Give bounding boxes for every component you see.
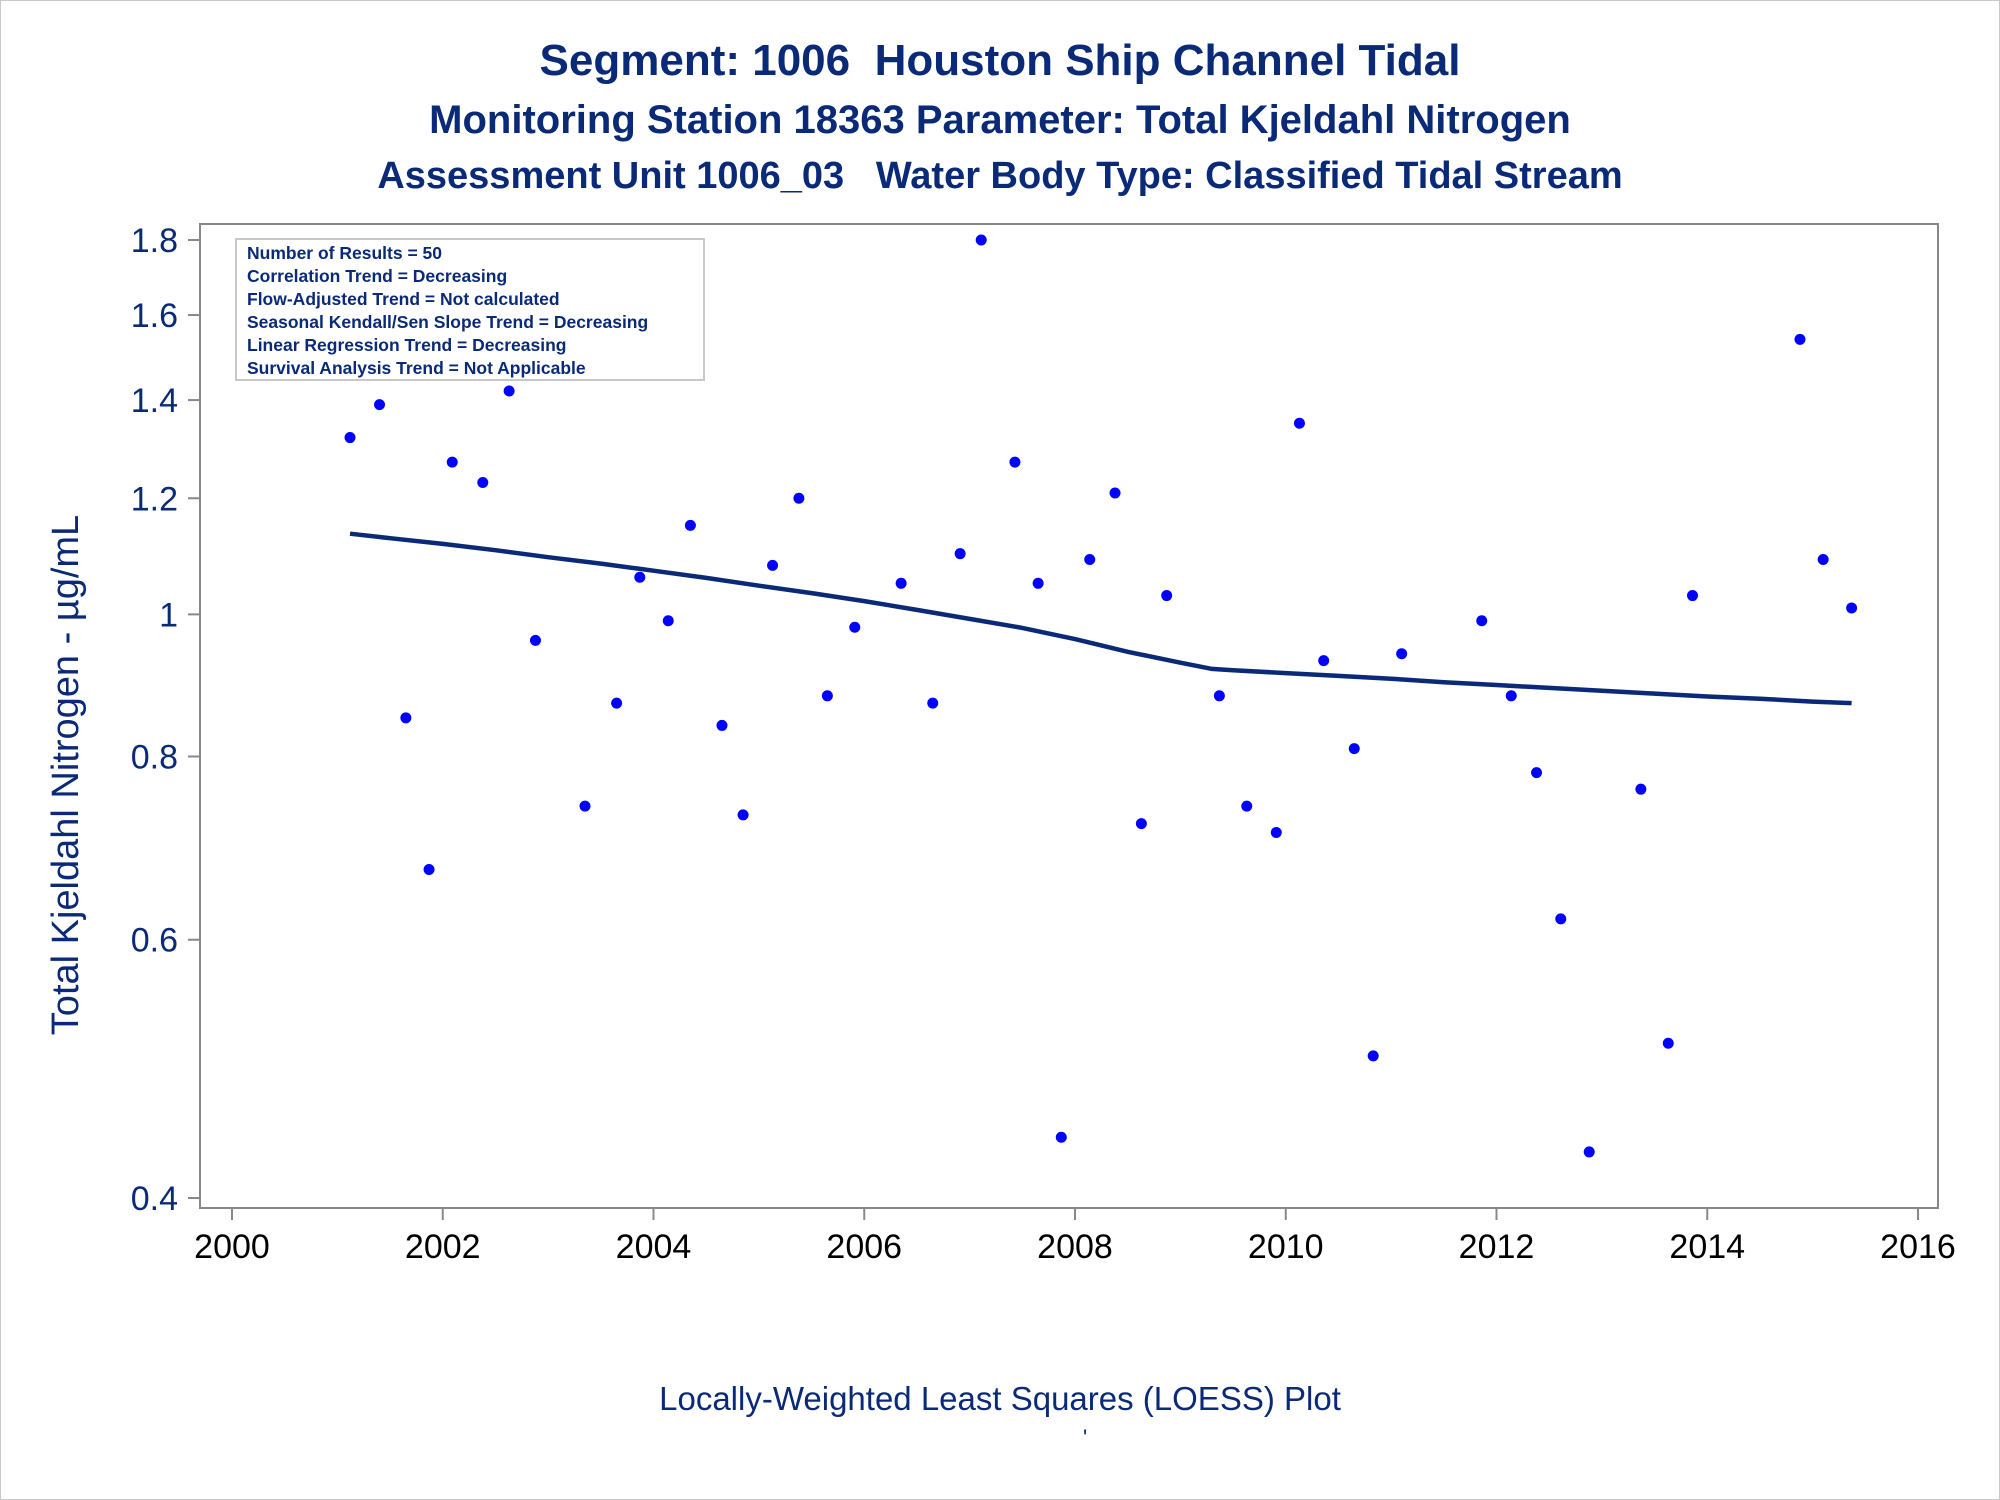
data-point (895, 577, 907, 589)
x-tick-label: 2000 (194, 1228, 270, 1266)
data-point (1241, 800, 1253, 812)
data-point (579, 800, 591, 812)
data-point (1293, 417, 1305, 429)
data-point (662, 615, 674, 627)
legend-item: Correlation Trend = Decreasing (247, 266, 507, 286)
legend-item: Flow-Adjusted Trend = Not calculated (247, 289, 560, 309)
chart-subtitle-assessment: Assessment Unit 1006_03 Water Body Type:… (377, 155, 1623, 197)
data-point (1396, 648, 1408, 660)
data-point (423, 863, 435, 875)
data-point (1009, 456, 1021, 468)
x-tick-label: 2014 (1669, 1228, 1745, 1266)
data-point (1635, 783, 1647, 795)
data-point (344, 432, 356, 444)
y-tick-label: 1.6 (131, 297, 178, 335)
data-point (767, 559, 779, 571)
data-point (793, 492, 805, 504)
legend-item: Seasonal Kendall/Sen Slope Trend = Decre… (247, 312, 648, 332)
data-point (716, 719, 728, 731)
x-tick-label: 2010 (1248, 1228, 1324, 1266)
legend-item: Survival Analysis Trend = Not Applicable (247, 358, 586, 378)
x-tick-label: 2004 (616, 1228, 692, 1266)
data-point (1055, 1131, 1067, 1143)
data-point (1348, 743, 1360, 755)
data-point (634, 571, 646, 583)
y-tick-label: 0.6 (131, 922, 178, 960)
data-point (1662, 1037, 1674, 1049)
data-point (1531, 767, 1543, 779)
chart-title: Segment: 1006 Houston Ship Channel Tidal (539, 36, 1461, 85)
y-axis-label: Total Kjeldahl Nitrogen - µg/mL (45, 515, 87, 1035)
data-point (849, 621, 861, 633)
loess-line (349, 531, 1852, 706)
data-point (374, 399, 386, 411)
y-tick-label: 0.8 (131, 739, 178, 777)
data-point (1555, 913, 1567, 925)
x-tick-label: 2008 (1037, 1228, 1113, 1266)
data-point (1846, 602, 1858, 614)
data-point (1084, 553, 1096, 565)
data-point (1161, 590, 1173, 602)
y-tick-label: 1 (159, 596, 178, 634)
x-tick-label: 2006 (826, 1228, 902, 1266)
data-point (1032, 577, 1044, 589)
data-point (611, 697, 623, 709)
data-point (1270, 827, 1282, 839)
legend-item: Linear Regression Trend = Decreasing (247, 335, 567, 355)
data-point (821, 690, 833, 702)
data-point (1794, 333, 1806, 345)
data-point (927, 697, 939, 709)
data-point (1318, 655, 1330, 667)
data-point (1135, 818, 1147, 830)
data-point (1686, 590, 1698, 602)
data-point (503, 385, 515, 397)
data-point (1505, 690, 1517, 702)
data-point (975, 234, 987, 246)
y-tick-label: 0.4 (131, 1180, 178, 1218)
data-point (400, 712, 412, 724)
x-tick-label: 2012 (1459, 1228, 1535, 1266)
data-point (684, 519, 696, 531)
plot-area (199, 223, 1939, 1209)
data-point (1583, 1146, 1595, 1158)
y-tick-label: 1.2 (131, 480, 178, 518)
y-tick-label: 1.8 (131, 222, 178, 260)
x-tick-label: 2002 (405, 1228, 481, 1266)
x-tick-label: 2016 (1880, 1228, 1956, 1266)
chart-subtitle-station: Monitoring Station 18363 Parameter: Tota… (429, 98, 1571, 142)
data-point (1109, 487, 1121, 499)
chart-footnote: Locally-Weighted Least Squares (LOESS) P… (659, 1380, 1341, 1417)
footnote-mark: ' (1083, 1425, 1088, 1450)
x-axis: 2000 2002 2004 2006 2008 2010 2012 2014 2016 (194, 1208, 1956, 1266)
stats-legend: Number of Results = 50 Correlation Trend… (235, 238, 705, 381)
legend-box (235, 238, 705, 381)
data-point (1367, 1050, 1379, 1062)
data-point (1213, 690, 1225, 702)
data-point (954, 548, 966, 560)
data-point (1817, 553, 1829, 565)
data-point (477, 477, 489, 489)
data-point (1476, 615, 1488, 627)
y-axis: 0.4 0.6 0.8 1 1.2 1.4 1.6 1.8 (131, 222, 200, 1218)
data-point (446, 456, 458, 468)
y-tick-label: 1.4 (131, 382, 178, 420)
legend-item: Number of Results = 50 (247, 243, 442, 263)
data-point (529, 634, 541, 646)
data-point (737, 809, 749, 821)
